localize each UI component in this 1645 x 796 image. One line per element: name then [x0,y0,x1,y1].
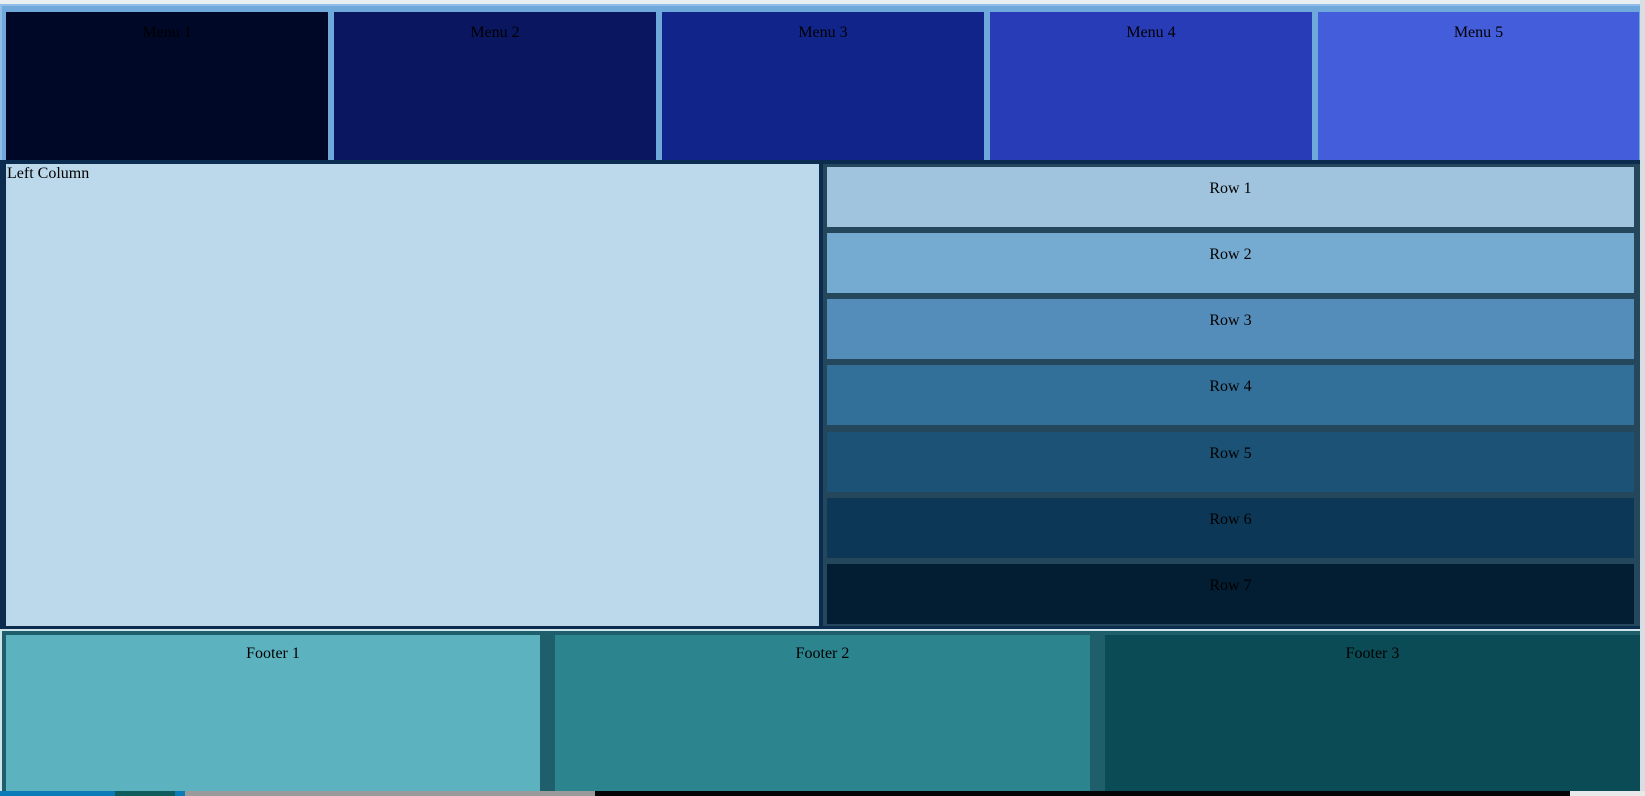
left-column: Left Column [6,164,819,626]
row-label: Row 7 [1209,577,1252,594]
row-label: Row 3 [1209,312,1252,329]
main-content: Left Column Row 1 Row 2 Row 3 Row 4 Row … [0,160,1645,630]
background-strip [0,791,1645,796]
menu-item-label: Menu 1 [142,24,192,41]
menu-item-2[interactable]: Menu 2 [334,12,656,164]
left-column-label: Left Column [7,165,90,182]
footer-item-label: Footer 2 [795,645,850,662]
footer-item-3[interactable]: Footer 3 [1105,635,1640,791]
row-2[interactable]: Row 2 [827,233,1634,293]
row-5[interactable]: Row 5 [827,432,1634,492]
menu-item-4[interactable]: Menu 4 [990,12,1312,164]
background-segment [185,791,595,796]
menu-item-5[interactable]: Menu 5 [1318,12,1639,164]
row-4[interactable]: Row 4 [827,365,1634,425]
row-label: Row 1 [1209,180,1252,197]
window-edge [1640,0,1645,791]
right-column: Row 1 Row 2 Row 3 Row 4 Row 5 Row 6 Row … [823,164,1640,626]
row-label: Row 5 [1209,445,1252,462]
menu-item-3[interactable]: Menu 3 [662,12,984,164]
row-6[interactable]: Row 6 [827,498,1634,558]
footer-item-label: Footer 1 [246,645,300,662]
row-3[interactable]: Row 3 [827,299,1634,359]
background-segment [595,791,1570,796]
menu-item-label: Menu 3 [798,24,848,41]
menu-item-label: Menu 4 [1126,24,1176,41]
row-1[interactable]: Row 1 [827,167,1634,227]
background-segment [115,791,175,796]
menu-item-label: Menu 5 [1453,24,1504,41]
footer-bar: Footer 1 Footer 2 Footer 3 [0,629,1645,791]
footer-item-1[interactable]: Footer 1 [6,635,540,791]
menu-item-label: Menu 2 [470,24,520,41]
footer-item-label: Footer 3 [1345,645,1400,662]
row-label: Row 6 [1209,511,1252,528]
top-menu-bar: Menu 1 Menu 2 Menu 3 Menu 4 Menu 5 [0,4,1645,164]
row-7[interactable]: Row 7 [827,564,1634,624]
row-label: Row 4 [1209,378,1252,395]
background-segment [1570,791,1645,796]
menu-item-1[interactable]: Menu 1 [6,12,328,164]
footer-item-2[interactable]: Footer 2 [555,635,1090,791]
row-label: Row 2 [1209,246,1252,263]
